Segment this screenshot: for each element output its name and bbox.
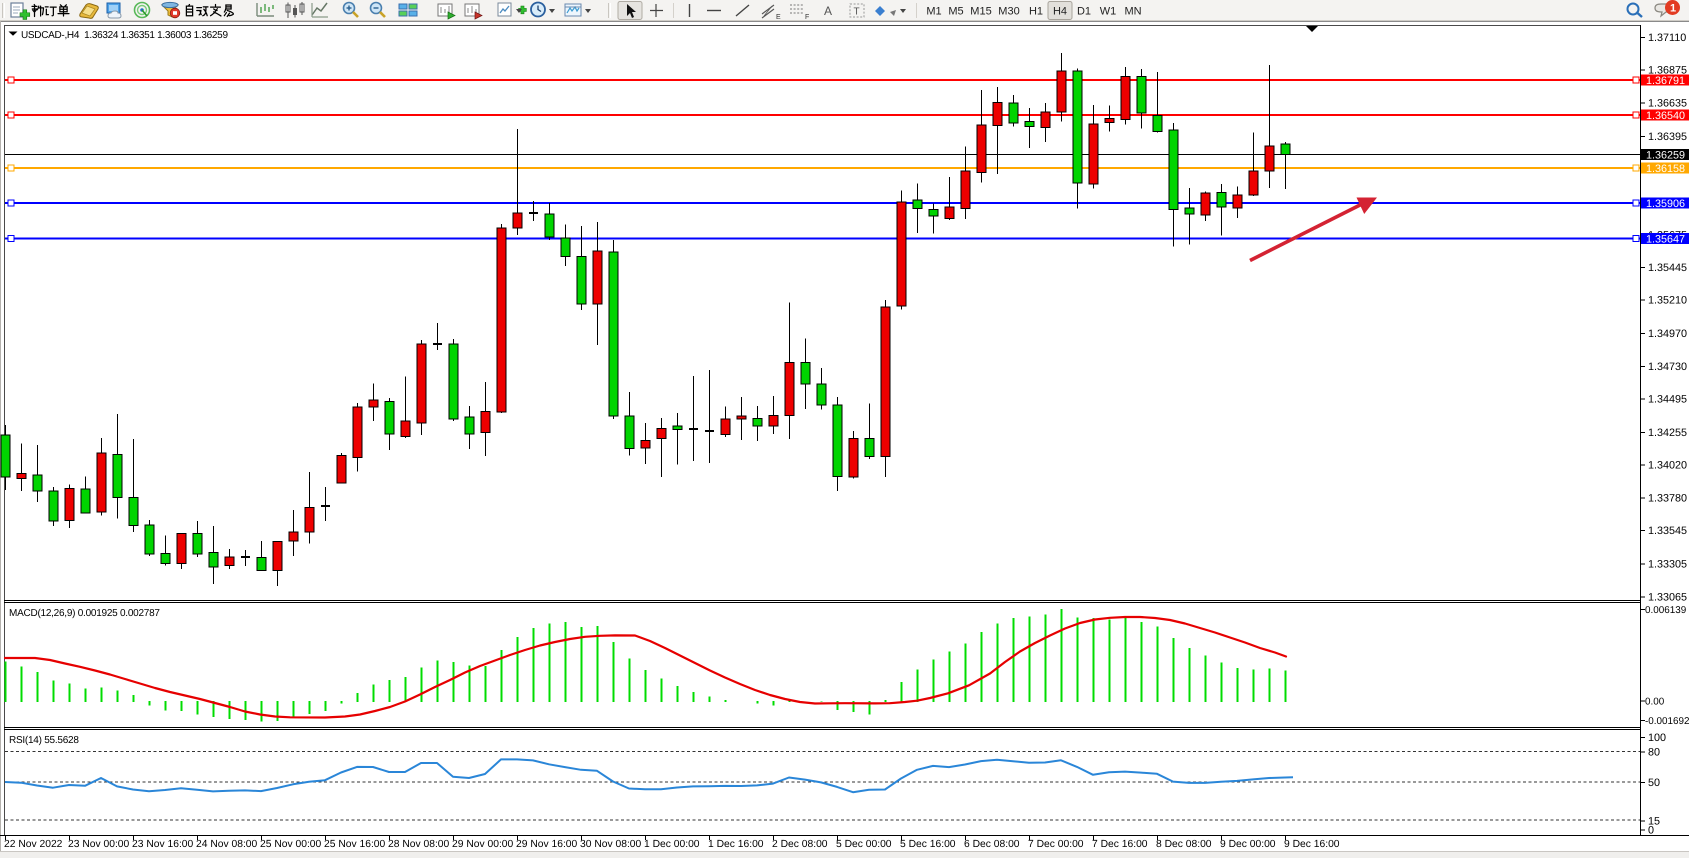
svg-text:5 Dec 00:00: 5 Dec 00:00 — [836, 839, 892, 850]
svg-text:29 Nov 00:00: 29 Nov 00:00 — [452, 839, 514, 850]
svg-text:1.35210: 1.35210 — [1648, 295, 1687, 307]
svg-text:29 Nov 16:00: 29 Nov 16:00 — [516, 839, 578, 850]
svg-text:M15: M15 — [970, 6, 991, 18]
svg-text:0.00: 0.00 — [1645, 697, 1665, 708]
svg-text:0: 0 — [1648, 825, 1654, 837]
svg-text:M30: M30 — [998, 6, 1019, 18]
svg-text:MACD(12,26,9) 0.001925 0.00278: MACD(12,26,9) 0.001925 0.002787 — [9, 608, 160, 619]
svg-text:23 Nov 16:00: 23 Nov 16:00 — [132, 839, 194, 850]
svg-text:1.35647: 1.35647 — [1646, 234, 1685, 246]
svg-text:E: E — [776, 14, 781, 21]
svg-text:7 Dec 16:00: 7 Dec 16:00 — [1092, 839, 1148, 850]
svg-text:1.35445: 1.35445 — [1648, 262, 1687, 274]
svg-text:100: 100 — [1648, 732, 1666, 744]
svg-text:50: 50 — [1648, 777, 1660, 789]
svg-text:1.34970: 1.34970 — [1648, 328, 1687, 340]
svg-text:1.36875: 1.36875 — [1648, 64, 1687, 76]
svg-text:A: A — [824, 4, 832, 18]
svg-text:RSI(14) 55.5628: RSI(14) 55.5628 — [9, 735, 79, 746]
svg-text:6 Dec 08:00: 6 Dec 08:00 — [964, 839, 1020, 850]
svg-text:7 Dec 00:00: 7 Dec 00:00 — [1028, 839, 1084, 850]
svg-text:H1: H1 — [1029, 6, 1043, 18]
svg-text:T: T — [854, 7, 860, 18]
svg-text:1.36395: 1.36395 — [1648, 131, 1687, 143]
svg-text:H4: H4 — [1053, 6, 1067, 18]
svg-text:1.34730: 1.34730 — [1648, 361, 1687, 373]
svg-text:1.37110: 1.37110 — [1648, 32, 1686, 44]
svg-text:1.33305: 1.33305 — [1648, 558, 1687, 570]
svg-text:80: 80 — [1648, 746, 1660, 758]
svg-text:M5: M5 — [948, 6, 963, 18]
svg-text:1: 1 — [1670, 3, 1676, 15]
svg-text:22 Nov 2022: 22 Nov 2022 — [4, 839, 63, 850]
svg-text:25 Nov 00:00: 25 Nov 00:00 — [260, 839, 322, 850]
svg-text:28 Nov 08:00: 28 Nov 08:00 — [388, 839, 450, 850]
svg-text:1.33065: 1.33065 — [1648, 592, 1687, 604]
svg-text:1.34020: 1.34020 — [1648, 459, 1687, 471]
svg-text:W1: W1 — [1100, 6, 1117, 18]
svg-text:1.34495: 1.34495 — [1648, 394, 1687, 406]
svg-text:23 Nov 00:00: 23 Nov 00:00 — [68, 839, 130, 850]
svg-text:15: 15 — [1648, 815, 1660, 827]
svg-text:9 Dec 00:00: 9 Dec 00:00 — [1220, 839, 1276, 850]
svg-text:1 Dec 00:00: 1 Dec 00:00 — [644, 839, 700, 850]
svg-text:9 Dec 16:00: 9 Dec 16:00 — [1284, 839, 1340, 850]
svg-text:MN: MN — [1124, 6, 1141, 18]
svg-text:1.36259: 1.36259 — [1646, 150, 1685, 162]
svg-text:1.35906: 1.35906 — [1646, 198, 1685, 210]
svg-text:F: F — [805, 14, 809, 21]
svg-text:1.34255: 1.34255 — [1648, 427, 1687, 439]
svg-text:1.36635: 1.36635 — [1648, 98, 1687, 110]
svg-text:1.33545: 1.33545 — [1648, 525, 1687, 537]
svg-text:1.36791: 1.36791 — [1646, 75, 1685, 87]
svg-text:1.36158: 1.36158 — [1646, 163, 1685, 175]
svg-text:1.36540: 1.36540 — [1646, 110, 1685, 122]
svg-text:USDCAD-,H4 1.36324 1.36351 1.: USDCAD-,H4 1.36324 1.36351 1.36003 1.362… — [21, 30, 228, 41]
svg-text:D1: D1 — [1077, 6, 1091, 18]
svg-text:24 Nov 08:00: 24 Nov 08:00 — [196, 839, 258, 850]
svg-text:2 Dec 08:00: 2 Dec 08:00 — [772, 839, 828, 850]
svg-text:30 Nov 08:00: 30 Nov 08:00 — [580, 839, 642, 850]
svg-text:1 Dec 16:00: 1 Dec 16:00 — [708, 839, 764, 850]
svg-text:M1: M1 — [926, 6, 941, 18]
svg-text:8 Dec 08:00: 8 Dec 08:00 — [1156, 839, 1212, 850]
svg-text:25 Nov 16:00: 25 Nov 16:00 — [324, 839, 386, 850]
svg-text:-0.001692: -0.001692 — [1645, 716, 1689, 727]
svg-text:1.33780: 1.33780 — [1648, 493, 1687, 505]
svg-text:0.006139: 0.006139 — [1645, 605, 1687, 616]
svg-text:5 Dec 16:00: 5 Dec 16:00 — [900, 839, 956, 850]
